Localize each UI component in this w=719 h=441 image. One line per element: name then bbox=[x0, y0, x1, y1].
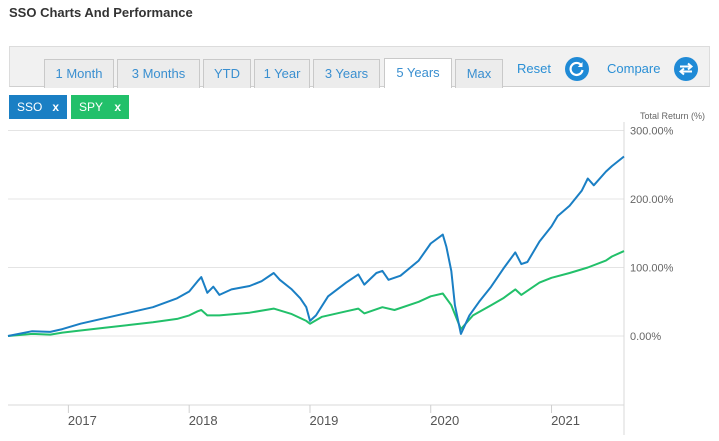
range-toolbar: 1 Month 3 Months YTD 1 Year 3 Years 5 Ye… bbox=[9, 46, 710, 88]
y-tick-label: 0.00% bbox=[630, 331, 661, 343]
series-line-sso bbox=[7, 155, 625, 337]
x-tick-label: 2019 bbox=[309, 413, 338, 428]
y-tick-label: 300.00% bbox=[630, 126, 674, 138]
x-tick-label: 2021 bbox=[551, 413, 580, 428]
legend-label-spy: SPY bbox=[79, 100, 104, 114]
refresh-icon bbox=[564, 57, 589, 81]
tab-1-year[interactable]: 1 Year bbox=[254, 59, 310, 88]
y-tick-label: 200.00% bbox=[630, 194, 674, 206]
series-line-spy bbox=[7, 250, 625, 337]
legend-chip-spy: SPY x bbox=[71, 95, 129, 119]
x-tick-label: 2020 bbox=[430, 413, 459, 428]
y-axis-title: Total Return (%) bbox=[639, 111, 705, 121]
swap-icon bbox=[674, 57, 699, 81]
tab-ytd[interactable]: YTD bbox=[203, 59, 251, 88]
compare-button[interactable]: Compare bbox=[607, 57, 699, 81]
page-title: SSO Charts And Performance bbox=[9, 5, 193, 20]
reset-label: Reset bbox=[517, 61, 551, 76]
legend-label-sso: SSO bbox=[17, 100, 43, 114]
x-tick-label: 2017 bbox=[68, 413, 97, 428]
tab-3-months[interactable]: 3 Months bbox=[117, 59, 200, 88]
remove-spy-button[interactable]: x bbox=[114, 100, 121, 114]
tab-3-years[interactable]: 3 Years bbox=[313, 59, 380, 88]
remove-sso-button[interactable]: x bbox=[52, 100, 59, 114]
legend-chip-sso: SSO x bbox=[9, 95, 67, 119]
tab-1-month[interactable]: 1 Month bbox=[44, 59, 114, 88]
x-tick-label: 2018 bbox=[189, 413, 218, 428]
compare-label: Compare bbox=[607, 61, 661, 76]
tab-5-years[interactable]: 5 Years bbox=[384, 58, 452, 88]
y-tick-label: 100.00% bbox=[630, 263, 674, 275]
tab-max[interactable]: Max bbox=[455, 59, 503, 88]
reset-button[interactable]: Reset bbox=[517, 57, 589, 81]
